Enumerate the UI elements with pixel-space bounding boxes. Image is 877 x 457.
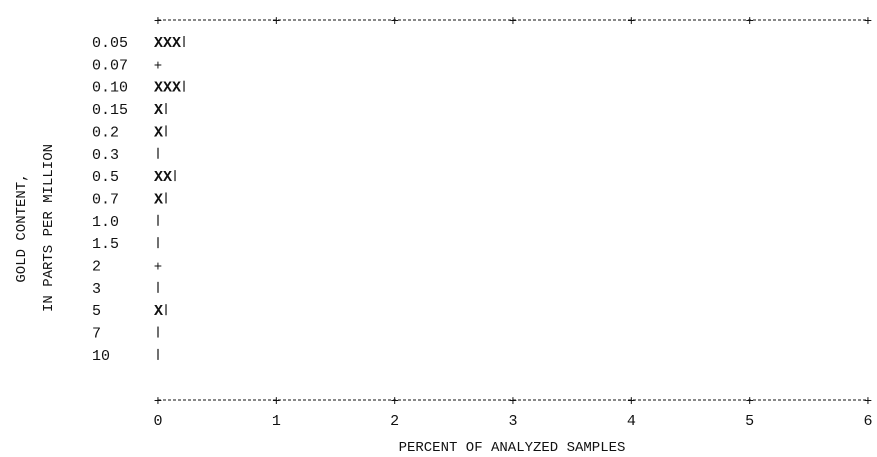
category-label-7: 0.7 xyxy=(92,191,119,208)
bar-2: XXX xyxy=(154,80,181,97)
category-label-2: 0.10 xyxy=(92,80,128,97)
category-label-4: 0.2 xyxy=(92,124,119,141)
category-label-8: 1.0 xyxy=(92,214,119,231)
bottom-axis-tick-4: + xyxy=(627,394,635,410)
x-tick-label-0: 0 xyxy=(153,413,162,430)
top-axis: + + + + + + + xyxy=(154,14,872,30)
bottom-axis-tick-1: + xyxy=(272,394,280,410)
bottom-axis-tick-0: + xyxy=(154,394,162,410)
bottom-axis-tick-2: + xyxy=(390,394,398,410)
category-label-3: 0.15 xyxy=(92,102,128,119)
top-axis-tick-1: + xyxy=(272,14,280,30)
bottom-axis-tick-3: + xyxy=(509,394,517,410)
x-tick-label-2: 2 xyxy=(390,413,399,430)
top-axis-tick-6: + xyxy=(864,14,872,30)
bottom-axis-tick-6: + xyxy=(864,394,872,410)
top-axis-tick-5: + xyxy=(745,14,753,30)
y-axis-title-line-2: IN PARTS PER MILLION xyxy=(41,144,57,312)
x-tick-label-5: 5 xyxy=(745,413,754,430)
x-tick-label-3: 3 xyxy=(508,413,517,430)
bar-12: X xyxy=(154,303,163,320)
category-label-12: 5 xyxy=(92,303,101,320)
bar-6: XX xyxy=(154,169,172,186)
bar-0: XXX xyxy=(154,35,181,52)
x-axis-title: PERCENT OF ANALYZED SAMPLES xyxy=(399,440,626,456)
bar-3: X xyxy=(154,102,163,119)
top-axis-tick-0: + xyxy=(154,14,162,30)
bottom-axis-tick-5: + xyxy=(745,394,753,410)
category-label-6: 0.5 xyxy=(92,169,119,186)
category-label-10: 2 xyxy=(92,259,101,276)
y-axis-title-line-1: GOLD CONTENT, xyxy=(14,173,30,282)
x-tick-label-6: 6 xyxy=(863,413,872,430)
category-label-5: 0.3 xyxy=(92,147,119,164)
category-label-11: 3 xyxy=(92,281,101,298)
bottom-axis: + + + + + + + xyxy=(154,394,872,410)
y-axis-markers: ++ xyxy=(154,36,185,360)
y-axis-marker-1: + xyxy=(154,58,162,74)
x-tick-label-1: 1 xyxy=(272,413,281,430)
category-label-14: 10 xyxy=(92,348,110,365)
bar-7: X xyxy=(154,191,163,208)
category-label-13: 7 xyxy=(92,326,101,343)
x-tick-labels: 0 1 2 3 4 5 6 xyxy=(153,413,872,430)
y-axis-title: GOLD CONTENT, IN PARTS PER MILLION xyxy=(14,144,57,312)
x-tick-label-4: 4 xyxy=(627,413,636,430)
category-label-9: 1.5 xyxy=(92,236,119,253)
top-axis-tick-4: + xyxy=(627,14,635,30)
category-label-0: 0.05 xyxy=(92,35,128,52)
top-axis-tick-2: + xyxy=(390,14,398,30)
bar-4: X xyxy=(154,124,163,141)
top-axis-tick-3: + xyxy=(509,14,517,30)
category-label-1: 0.07 xyxy=(92,57,128,74)
category-labels: 0.05 0.07 0.10 0.15 0.2 0.3 0.5 0.7 1.0 1.5 2 3 5 7 10 xyxy=(92,35,128,365)
y-axis-marker-10: + xyxy=(154,260,162,276)
